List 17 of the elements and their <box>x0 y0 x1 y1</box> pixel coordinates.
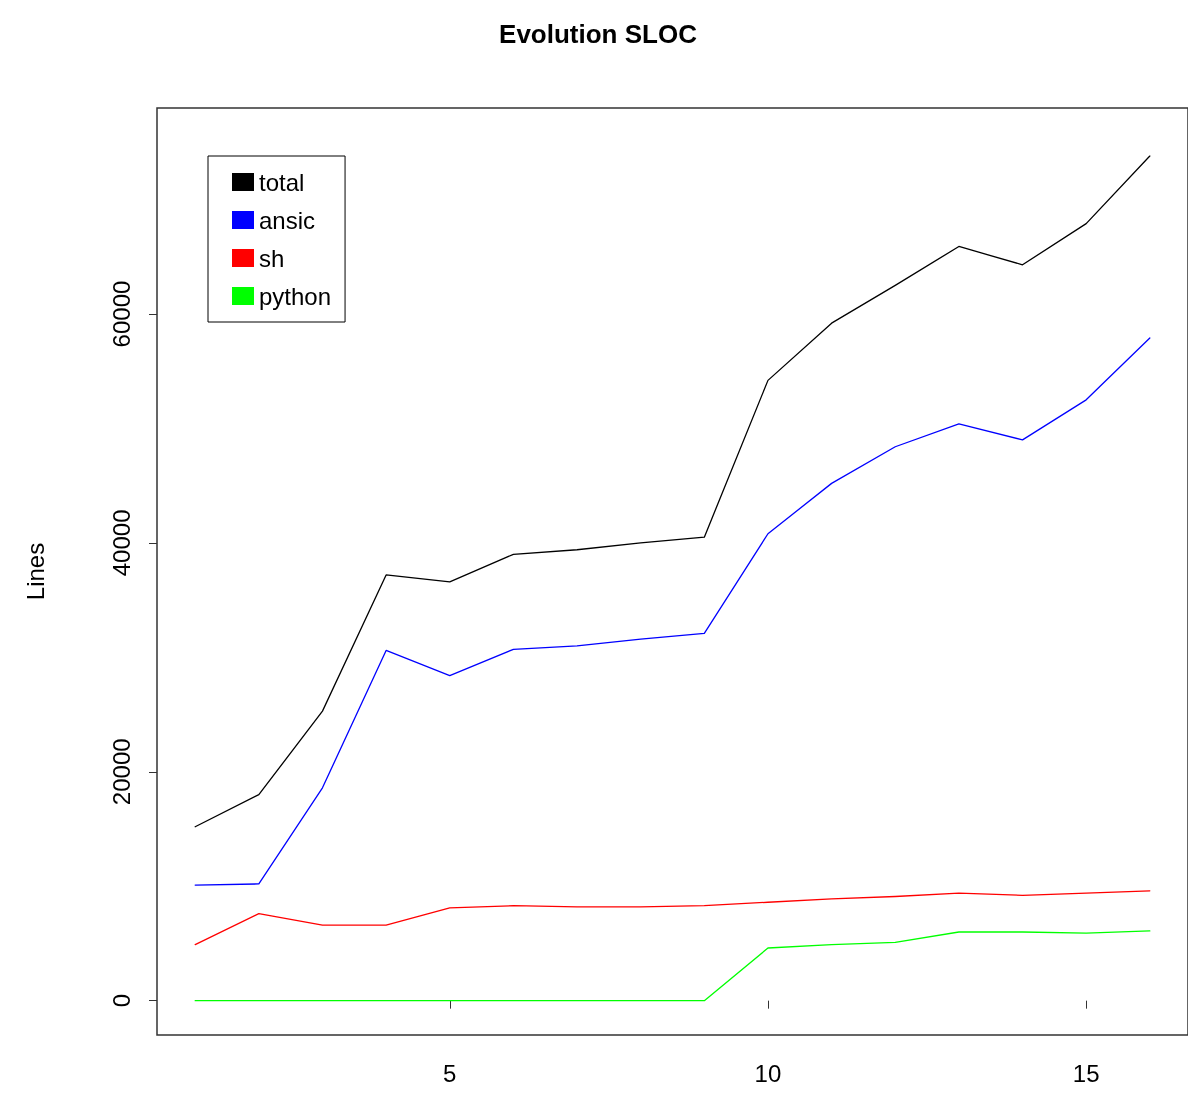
legend-label: python <box>259 282 332 310</box>
y-tick-label: 40000 <box>107 509 135 577</box>
chart-title: Evolution SLOC <box>499 19 698 49</box>
legend-label: total <box>259 168 305 196</box>
line-series <box>194 155 1151 828</box>
y-tick-label: 0 <box>107 993 135 1008</box>
line-series <box>194 337 1151 886</box>
legend-label: ansic <box>259 206 316 234</box>
legend-label: sh <box>259 244 285 272</box>
y-tick-label: 20000 <box>107 738 135 806</box>
y-axis-title: Lines <box>21 542 49 601</box>
line-series <box>194 930 1151 1002</box>
line-series <box>194 890 1151 946</box>
y-tick-label: 60000 <box>107 280 135 348</box>
x-tick-label: 15 <box>1072 1059 1100 1087</box>
x-tick-label: 10 <box>754 1059 782 1087</box>
x-tick-label: 5 <box>443 1059 457 1087</box>
